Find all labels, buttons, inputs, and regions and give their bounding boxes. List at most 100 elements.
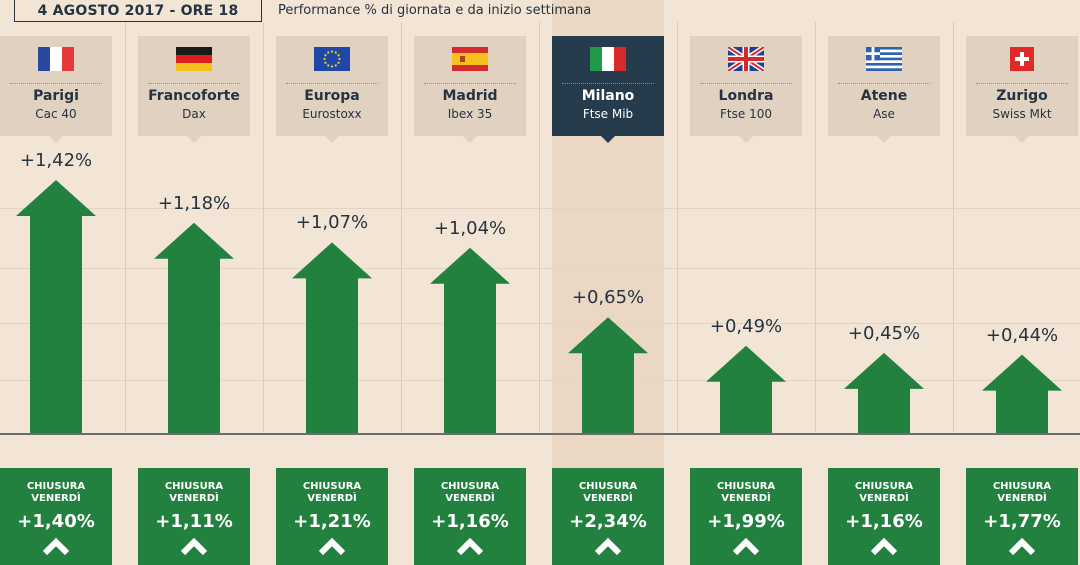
card-pointer [877, 136, 891, 143]
weekly-close-label-line: VENERDÌ [721, 493, 771, 504]
weekly-close-box: CHIUSURA VENERDÌ +1,16% [414, 468, 526, 565]
day-arrow-bar [982, 354, 1062, 433]
card-pointer [463, 136, 477, 143]
chevron-up-icon [870, 538, 898, 556]
weekly-change-value: +2,34% [569, 511, 647, 532]
uk-flag-icon [728, 47, 764, 71]
eu-flag-icon [314, 47, 350, 71]
weekly-close-box: CHIUSURA VENERDÌ +2,34% [552, 468, 664, 565]
weekly-close-label-line: CHIUSURA [440, 481, 500, 492]
flag-container [138, 36, 250, 82]
weekly-close-label: CHIUSURA VENERDÌ [690, 481, 802, 505]
day-change-label: +1,18% [157, 192, 231, 214]
flag-container [966, 36, 1078, 82]
card-pointer [187, 136, 201, 143]
flag-container [828, 36, 940, 82]
day-arrow-bar [154, 222, 234, 433]
index-label: Dax [182, 107, 206, 121]
weekly-close-label-line: CHIUSURA [992, 481, 1052, 492]
weekly-close-label: CHIUSURA VENERDÌ [552, 481, 664, 505]
weekly-close-label: CHIUSURA VENERDÌ [138, 481, 250, 505]
card-divider [424, 83, 516, 84]
weekly-close-label: CHIUSURA VENERDÌ [276, 481, 388, 505]
weekly-close-label-line: VENERDÌ [445, 493, 495, 504]
card-divider [286, 83, 378, 84]
weekly-close-label-line: CHIUSURA [716, 481, 776, 492]
market-card-atene[interactable]: Atene Ase [828, 36, 940, 143]
day-change-label: +1,07% [295, 212, 369, 234]
weekly-close-label-line: CHIUSURA [578, 481, 638, 492]
column-divider [953, 22, 954, 432]
market-card-parigi[interactable]: Parigi Cac 40 [0, 36, 112, 143]
weekly-change-value: +1,99% [707, 511, 785, 532]
date-header: 4 AGOSTO 2017 - ORE 18 [14, 0, 262, 22]
day-change-label: +0,49% [709, 315, 783, 337]
market-card-zurigo[interactable]: Zurigo Swiss Mkt [966, 36, 1078, 143]
card-pointer [49, 136, 63, 143]
flag-container [414, 36, 526, 82]
weekly-close-label-line: CHIUSURA [164, 481, 224, 492]
market-card-europa[interactable]: Europa Eurostoxx [276, 36, 388, 143]
index-label: Ase [873, 107, 895, 121]
card-pointer [1015, 136, 1029, 143]
day-change-label: +1,04% [433, 217, 507, 239]
day-arrow-bar [16, 180, 96, 433]
weekly-close-box: CHIUSURA VENERDÌ +1,11% [138, 468, 250, 565]
market-card-milano[interactable]: Milano Ftse Mib [552, 36, 664, 143]
city-label: Francoforte [148, 88, 240, 104]
flag-container [690, 36, 802, 82]
chevron-up-icon [594, 538, 622, 556]
weekly-close-label-line: VENERDÌ [583, 493, 633, 504]
weekly-close-label-line: CHIUSURA [854, 481, 914, 492]
day-change-label: +0,44% [985, 324, 1059, 346]
day-arrow-bar [292, 242, 372, 433]
day-arrow-bar [430, 247, 510, 433]
card-divider [148, 83, 240, 84]
weekly-close-box: CHIUSURA VENERDÌ +1,21% [276, 468, 388, 565]
index-label: Cac 40 [35, 107, 77, 121]
flag-container [552, 36, 664, 82]
weekly-close-label-line: VENERDÌ [307, 493, 357, 504]
column-divider [263, 22, 264, 432]
city-label: Londra [718, 88, 774, 104]
weekly-change-value: +1,16% [845, 511, 923, 532]
spain-flag-icon [452, 47, 488, 71]
column-divider [677, 22, 678, 432]
switzerland-flag-icon [1010, 47, 1034, 71]
gridline [0, 208, 1080, 209]
market-card-francoforte[interactable]: Francoforte Dax [138, 36, 250, 143]
column-divider [539, 22, 540, 432]
gridline [0, 268, 1080, 269]
weekly-change-value: +1,16% [431, 511, 509, 532]
city-label: Milano [581, 88, 635, 104]
chevron-up-icon [318, 538, 346, 556]
weekly-close-box: CHIUSURA VENERDÌ +1,77% [966, 468, 1078, 565]
greece-flag-icon [866, 47, 902, 71]
index-label: Eurostoxx [302, 107, 362, 121]
chevron-up-icon [180, 538, 208, 556]
weekly-change-value: +1,11% [155, 511, 233, 532]
day-change-label: +1,42% [19, 150, 93, 171]
chart-subtitle: Performance % di giornata e da inizio se… [278, 3, 592, 18]
day-change-label: +0,45% [847, 322, 921, 344]
column-divider [815, 22, 816, 432]
weekly-close-label-line: VENERDÌ [31, 493, 81, 504]
gridline [0, 323, 1080, 324]
market-card-londra[interactable]: Londra Ftse 100 [690, 36, 802, 143]
chevron-up-icon [456, 538, 484, 556]
weekly-change-value: +1,21% [293, 511, 371, 532]
column-divider [125, 22, 126, 432]
weekly-close-label: CHIUSURA VENERDÌ [0, 481, 112, 505]
weekly-close-box: CHIUSURA VENERDÌ +1,40% [0, 468, 112, 565]
chevron-up-icon [42, 538, 70, 556]
flag-container [276, 36, 388, 82]
gridline [0, 380, 1080, 381]
day-arrow-bar [706, 345, 786, 433]
chevron-up-icon [732, 538, 760, 556]
index-label: Ftse Mib [582, 107, 634, 121]
market-card-madrid[interactable]: Madrid Ibex 35 [414, 36, 526, 143]
column-divider [401, 22, 402, 432]
day-arrow-bar [844, 352, 924, 433]
weekly-close-label-line: VENERDÌ [169, 493, 219, 504]
